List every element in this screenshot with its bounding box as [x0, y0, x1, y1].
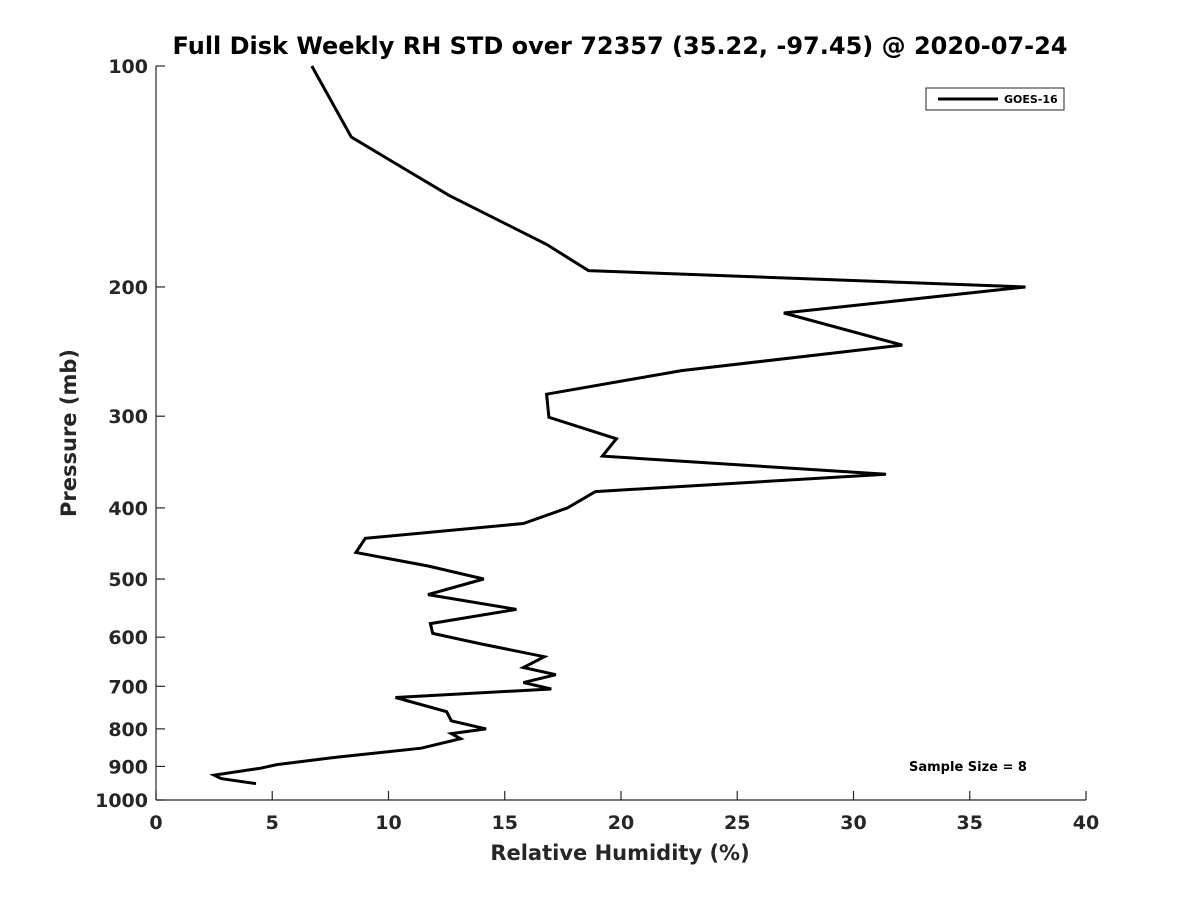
x-axis-ticks: 0 5 10 15 20 25 30 35 40 — [149, 791, 1099, 834]
x-tick-label: 35 — [957, 812, 983, 834]
y-tick-label: 500 — [108, 569, 148, 591]
y-tick-label: 300 — [108, 406, 148, 428]
series-line-goes-16 — [209, 65, 1026, 786]
legend: GOES-16 — [925, 87, 1065, 111]
y-axis-ticks: 100 200 300 400 500 600 700 800 900 1000 — [95, 56, 165, 812]
x-tick-label: 10 — [375, 812, 401, 834]
x-tick-label: 15 — [492, 812, 518, 834]
plot-frame — [155, 66, 1086, 801]
y-tick-label: 800 — [108, 719, 148, 741]
y-tick-label: 400 — [108, 498, 148, 520]
x-tick-label: 5 — [266, 812, 279, 834]
y-tick-label: 200 — [108, 277, 148, 299]
y-axis-label: Pressure (mb) — [57, 349, 81, 517]
x-tick-label: 20 — [608, 812, 634, 834]
sample-size-annotation: Sample Size = 8 — [909, 760, 1027, 775]
x-tick-label: 30 — [840, 812, 866, 834]
y-tick-label: 900 — [108, 756, 148, 778]
y-tick-label: 100 — [108, 56, 148, 78]
x-axis-label: Relative Humidity (%) — [490, 841, 749, 865]
series-layer — [209, 65, 1026, 786]
x-tick-label: 40 — [1073, 812, 1099, 834]
y-tick-label: 700 — [108, 676, 148, 698]
x-tick-label: 25 — [724, 812, 750, 834]
legend-label-goes-16: GOES-16 — [1004, 93, 1058, 106]
x-tick-label: 0 — [149, 812, 162, 834]
y-tick-label: 600 — [108, 627, 148, 649]
chart-title: Full Disk Weekly RH STD over 72357 (35.2… — [173, 32, 1068, 60]
y-tick-label: 1000 — [95, 790, 148, 812]
